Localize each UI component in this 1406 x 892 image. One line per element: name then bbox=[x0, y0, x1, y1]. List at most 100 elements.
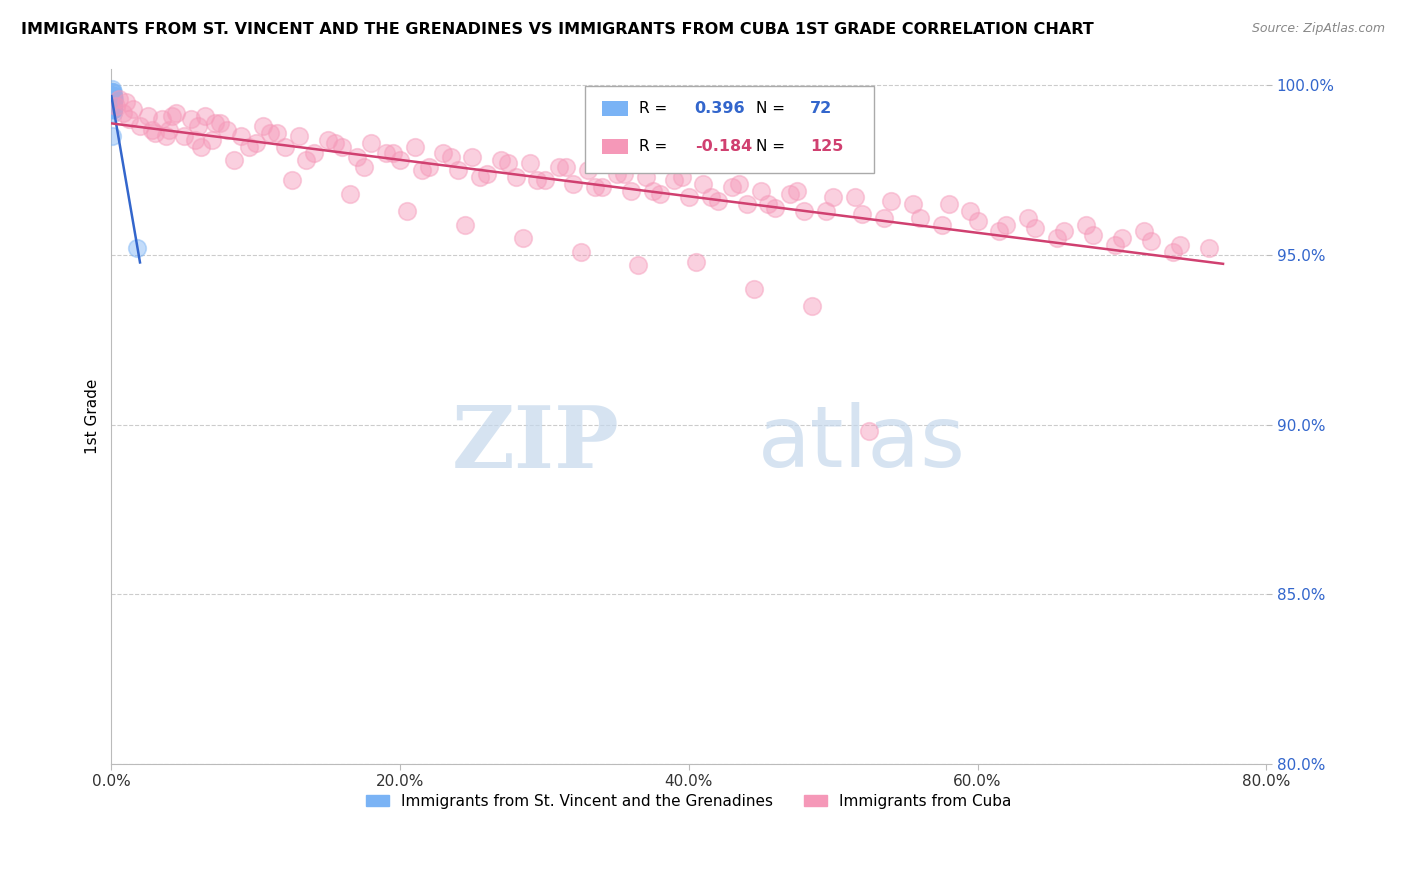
Point bbox=[101, 88, 124, 103]
Point bbox=[194, 109, 217, 123]
Point bbox=[938, 197, 960, 211]
Point bbox=[165, 105, 187, 120]
Point bbox=[104, 99, 127, 113]
Point bbox=[404, 139, 426, 153]
Point bbox=[118, 112, 141, 127]
Point bbox=[184, 133, 207, 147]
Point bbox=[295, 153, 318, 167]
Text: atlas: atlas bbox=[758, 402, 966, 485]
Point bbox=[101, 88, 124, 103]
Point bbox=[101, 99, 124, 113]
Point bbox=[101, 88, 124, 103]
Point bbox=[101, 99, 124, 113]
Point bbox=[215, 122, 238, 136]
FancyBboxPatch shape bbox=[602, 101, 627, 117]
Point bbox=[101, 105, 124, 120]
Point bbox=[779, 187, 801, 202]
Point bbox=[815, 204, 838, 219]
Point bbox=[519, 156, 541, 170]
Point bbox=[101, 92, 124, 106]
Point bbox=[1104, 238, 1126, 252]
Point bbox=[238, 139, 260, 153]
Point bbox=[1198, 241, 1220, 255]
Point bbox=[101, 88, 124, 103]
Point bbox=[101, 99, 124, 113]
Point bbox=[204, 116, 226, 130]
Point bbox=[418, 160, 440, 174]
Text: -0.184: -0.184 bbox=[695, 139, 752, 154]
Point bbox=[389, 153, 412, 167]
Point bbox=[432, 146, 454, 161]
FancyBboxPatch shape bbox=[585, 86, 873, 173]
Point bbox=[648, 187, 671, 202]
Point bbox=[101, 92, 124, 106]
Point bbox=[533, 173, 555, 187]
Point bbox=[101, 88, 124, 103]
Point bbox=[101, 102, 124, 116]
Point bbox=[101, 95, 124, 110]
Point bbox=[129, 119, 152, 133]
Point bbox=[101, 92, 124, 106]
Point bbox=[555, 160, 578, 174]
Point bbox=[995, 218, 1018, 232]
Point bbox=[266, 126, 288, 140]
Point bbox=[259, 126, 281, 140]
Point bbox=[1046, 231, 1069, 245]
Point bbox=[1161, 244, 1184, 259]
Legend: Immigrants from St. Vincent and the Grenadines, Immigrants from Cuba: Immigrants from St. Vincent and the Gren… bbox=[360, 788, 1018, 815]
Point bbox=[101, 95, 124, 110]
Point bbox=[1081, 227, 1104, 242]
Point bbox=[115, 95, 138, 110]
Point bbox=[101, 88, 124, 103]
Point bbox=[101, 102, 124, 116]
Point bbox=[252, 119, 274, 133]
Point bbox=[959, 204, 981, 219]
Point bbox=[1053, 224, 1076, 238]
Point bbox=[101, 99, 124, 113]
Point bbox=[664, 173, 686, 187]
Point bbox=[101, 102, 124, 116]
Point bbox=[1024, 221, 1046, 235]
Point bbox=[613, 167, 636, 181]
Point bbox=[180, 112, 202, 127]
Point bbox=[101, 129, 124, 144]
Point bbox=[1132, 224, 1154, 238]
Point bbox=[569, 244, 592, 259]
Point bbox=[966, 214, 988, 228]
Point bbox=[699, 190, 721, 204]
Point bbox=[101, 82, 124, 96]
Point bbox=[101, 99, 124, 113]
Point bbox=[353, 160, 375, 174]
Point bbox=[173, 129, 195, 144]
Point bbox=[101, 92, 124, 106]
Text: 0.396: 0.396 bbox=[695, 102, 745, 116]
Point bbox=[1074, 218, 1097, 232]
Point bbox=[101, 95, 124, 110]
Point bbox=[678, 190, 700, 204]
Point bbox=[562, 177, 585, 191]
Point bbox=[576, 163, 599, 178]
Point bbox=[101, 99, 124, 113]
Point bbox=[101, 95, 124, 110]
Point bbox=[127, 241, 149, 255]
Point bbox=[107, 92, 129, 106]
Point bbox=[157, 122, 180, 136]
Point bbox=[101, 102, 124, 116]
Point bbox=[526, 173, 548, 187]
Point bbox=[489, 153, 512, 167]
Point bbox=[101, 95, 124, 110]
Point bbox=[101, 85, 124, 99]
Point bbox=[141, 122, 163, 136]
Point bbox=[101, 88, 124, 103]
Point bbox=[461, 150, 484, 164]
Point bbox=[143, 126, 166, 140]
Point bbox=[101, 102, 124, 116]
Point bbox=[101, 99, 124, 113]
Point bbox=[908, 211, 931, 225]
Text: R =: R = bbox=[640, 139, 672, 154]
Point bbox=[101, 99, 124, 113]
Text: ZIP: ZIP bbox=[451, 402, 620, 486]
Point bbox=[101, 92, 124, 106]
Point bbox=[231, 129, 253, 144]
Point bbox=[201, 133, 224, 147]
